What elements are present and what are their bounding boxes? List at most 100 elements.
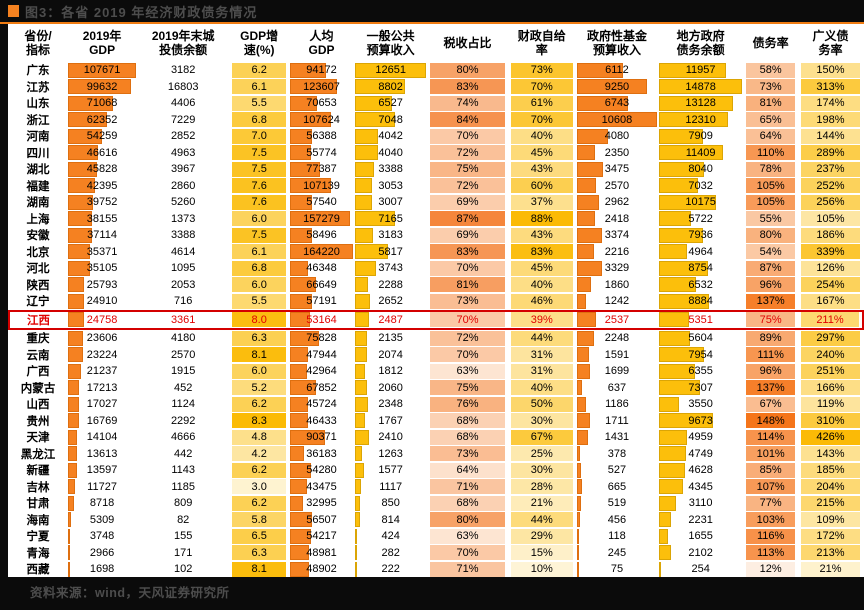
scale-cell: 80%: [427, 512, 507, 529]
bar-cell: 11409: [658, 145, 743, 162]
cell-value: 57191: [306, 295, 337, 308]
data-bar: [68, 194, 94, 210]
bar-cell: 10608: [576, 112, 658, 129]
table-row: 贵州 16769 2292 8.3 46433 1767 68% 30% 1711 9673 148…: [9, 413, 863, 430]
scale-cell: 101%: [743, 446, 798, 463]
bar-cell: 55774: [289, 145, 354, 162]
table-row: 江西 24758 3361 8.0 53164 2487 70% 39% 2537 5351 75%…: [8, 309, 864, 330]
cell-value: 2248: [604, 332, 630, 345]
plain-cell: 2860: [170, 179, 196, 192]
cell-value: 73%: [746, 79, 795, 95]
scale-cell: 21%: [798, 561, 863, 577]
cell-value: 107671: [83, 64, 121, 77]
cell-value: 339%: [800, 244, 860, 260]
bar-cell: 57540: [289, 194, 354, 211]
table-row: 河北 35105 1095 6.8 46348 3743 70% 45% 3329 8754 87%…: [9, 260, 863, 277]
scale-cell: 72%: [427, 145, 507, 162]
plain-cell: 4406: [170, 97, 196, 110]
bar-cell: 2537: [575, 309, 658, 330]
cell-value: 11727: [87, 480, 117, 493]
bar-cell: 13613: [67, 446, 137, 463]
scale-cell: 75%: [427, 380, 507, 397]
table-row: 吉林 11727 1185 3.0 43475 1117 71% 28% 665 4345 107%…: [9, 479, 863, 496]
cell-value: 75828: [306, 332, 337, 345]
data-bar: [68, 227, 92, 243]
bar-cell: 3374: [576, 227, 658, 244]
cell-value: 1431: [604, 431, 630, 444]
scale-cell: 40%: [508, 380, 576, 397]
bar-cell: 3748: [67, 528, 137, 545]
cell-value: 111%: [746, 347, 795, 363]
data-bar: [658, 277, 696, 293]
cell-value: 10175: [685, 196, 716, 209]
cell-value: 2410: [378, 431, 403, 444]
cell-value: 69%: [430, 227, 505, 243]
data-bar: [658, 512, 672, 528]
cell-value: 76%: [430, 396, 505, 412]
cell-value: 4749: [688, 447, 713, 460]
bar-cell: 519: [576, 495, 658, 512]
cell-value: 2102: [688, 546, 713, 559]
cell-value: 11409: [685, 146, 716, 159]
bar-cell: 2216: [576, 244, 658, 261]
bar-cell: 7165: [354, 211, 427, 228]
scale-cell: 5.5: [229, 95, 289, 112]
scale-cell: 83%: [427, 244, 507, 261]
scale-cell: 80%: [743, 227, 798, 244]
bar-cell: 45828: [67, 161, 137, 178]
scale-cell: 144%: [798, 128, 863, 145]
scale-cell: 116%: [743, 528, 798, 545]
bar-cell: 527: [576, 462, 658, 479]
bar-cell: 222: [354, 561, 427, 577]
data-bar: [658, 95, 733, 111]
bar-cell: 814: [354, 512, 427, 529]
cell-value: 83%: [430, 244, 505, 260]
cell-value: 83%: [430, 79, 505, 95]
bar-cell: 2487: [353, 309, 428, 330]
plain-cell: 16803: [167, 80, 199, 93]
cell-value: 6.2: [232, 62, 287, 78]
table-row: 云南 23224 2570 8.1 47944 2074 70% 31% 1591 7954 111…: [9, 347, 863, 364]
scale-cell: 6.2: [229, 396, 289, 413]
scale-cell: 76%: [427, 396, 507, 413]
cell-value: 5722: [688, 212, 713, 225]
scale-cell: 39%: [507, 309, 576, 330]
cell-value: 1699: [604, 365, 630, 378]
bar-cell: 10175: [658, 194, 743, 211]
cell-value: 73%: [430, 293, 505, 309]
cell-value: 5604: [688, 332, 713, 345]
scale-cell: 6.2: [229, 495, 289, 512]
cell-value: 16769: [86, 414, 118, 427]
scale-cell: 7.5: [229, 227, 289, 244]
bar-cell: 665: [576, 479, 658, 496]
bar-cell: 94172: [289, 62, 354, 79]
bar-cell: 2074: [354, 347, 427, 364]
cell-value: 46%: [510, 293, 573, 309]
data-bar: [576, 211, 596, 227]
scale-cell: 30%: [508, 462, 576, 479]
cell-value: 46433: [306, 414, 337, 427]
bar-cell: 378: [576, 446, 658, 463]
bar-cell: 32995: [289, 495, 354, 512]
cell-value: 101%: [746, 446, 795, 462]
cell-value: 7954: [688, 348, 713, 361]
scale-cell: 88%: [508, 211, 576, 228]
scale-cell: 77%: [743, 495, 798, 512]
cell-value: 3.0: [232, 479, 287, 495]
cell-value: 3329: [604, 262, 630, 275]
bar-cell: 4040: [354, 145, 427, 162]
data-bar: [576, 293, 587, 309]
plain-cell: 3967: [170, 163, 196, 176]
data-bar: [290, 363, 307, 379]
data-bar: [290, 62, 327, 78]
cell-value: 68%: [430, 413, 505, 429]
scale-cell: 8.3: [229, 413, 289, 430]
data-bar: [354, 312, 369, 328]
cell-value: 12651: [375, 64, 406, 77]
data-bar: [290, 79, 338, 95]
data-bar: [658, 429, 687, 445]
scale-cell: 73%: [427, 446, 507, 463]
cell-value: 55%: [746, 211, 795, 227]
cell-value: 2350: [604, 146, 630, 159]
bar-cell: 8802: [354, 79, 427, 96]
